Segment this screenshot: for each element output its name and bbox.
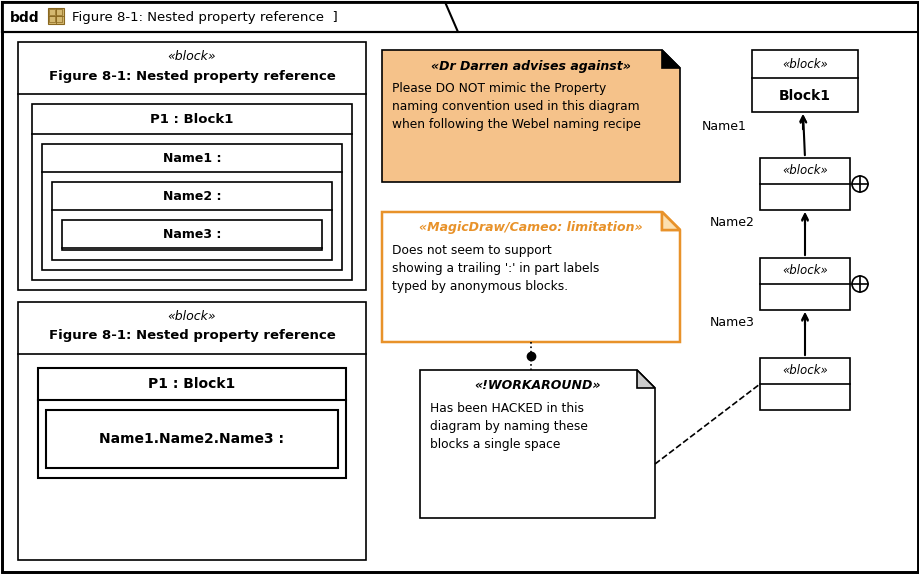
Text: «Dr Darren advises against»: «Dr Darren advises against»: [431, 60, 630, 72]
Polygon shape: [636, 370, 654, 388]
Text: Name1.Name2.Name3 :: Name1.Name2.Name3 :: [99, 432, 284, 446]
Bar: [48, 8, 64, 24]
Text: Name3 :: Name3 :: [163, 227, 221, 241]
Polygon shape: [662, 212, 679, 230]
Bar: [56, 16, 62, 22]
Text: «!WORKAROUND»: «!WORKAROUND»: [473, 379, 600, 393]
Bar: [751, 50, 857, 112]
Polygon shape: [420, 370, 654, 518]
Bar: [38, 368, 346, 478]
Text: Name1 :: Name1 :: [163, 152, 221, 165]
Text: Block1: Block1: [778, 89, 830, 103]
Polygon shape: [662, 212, 679, 230]
Circle shape: [851, 176, 867, 192]
Text: Name1: Name1: [701, 120, 746, 133]
Text: Name3: Name3: [709, 316, 754, 329]
Text: Please DO NOT mimic the Property
naming convention used in this diagram
when fol: Please DO NOT mimic the Property naming …: [391, 82, 641, 131]
Text: Figure 8-1: Nested property reference  ]: Figure 8-1: Nested property reference ]: [72, 10, 337, 24]
Bar: [56, 9, 62, 15]
Bar: [46, 410, 337, 468]
Text: Figure 8-1: Nested property reference: Figure 8-1: Nested property reference: [49, 329, 335, 343]
Polygon shape: [662, 50, 679, 68]
Bar: [18, 42, 366, 290]
Bar: [52, 182, 332, 260]
Text: «MagicDraw/Cameo: limitation»: «MagicDraw/Cameo: limitation»: [419, 222, 642, 235]
Text: P1 : Block1: P1 : Block1: [150, 113, 233, 126]
Text: «block»: «block»: [167, 49, 216, 63]
Bar: [32, 104, 352, 280]
Bar: [759, 358, 849, 410]
Text: Has been HACKED in this
diagram by naming these
blocks a single space: Has been HACKED in this diagram by namin…: [429, 402, 587, 451]
Bar: [759, 258, 849, 310]
Bar: [62, 220, 322, 250]
Bar: [49, 9, 55, 15]
Text: Does not seem to support
showing a trailing ':' in part labels
typed by anonymou: Does not seem to support showing a trail…: [391, 244, 598, 293]
Text: «block»: «block»: [781, 57, 827, 71]
Polygon shape: [2, 2, 458, 32]
Text: «block»: «block»: [781, 165, 827, 177]
Text: Figure 8-1: Nested property reference: Figure 8-1: Nested property reference: [49, 69, 335, 83]
Bar: [42, 144, 342, 270]
Polygon shape: [381, 50, 679, 182]
Text: bdd: bdd: [10, 11, 40, 25]
Text: P1 : Block1: P1 : Block1: [148, 377, 235, 391]
Text: Name2 :: Name2 :: [163, 189, 221, 203]
Bar: [18, 302, 366, 560]
Text: «block»: «block»: [781, 265, 827, 277]
Circle shape: [851, 276, 867, 292]
Bar: [49, 16, 55, 22]
Text: Name2: Name2: [709, 216, 754, 229]
Text: «block»: «block»: [167, 309, 216, 323]
Polygon shape: [381, 212, 679, 342]
Bar: [759, 158, 849, 210]
Text: «block»: «block»: [781, 364, 827, 378]
